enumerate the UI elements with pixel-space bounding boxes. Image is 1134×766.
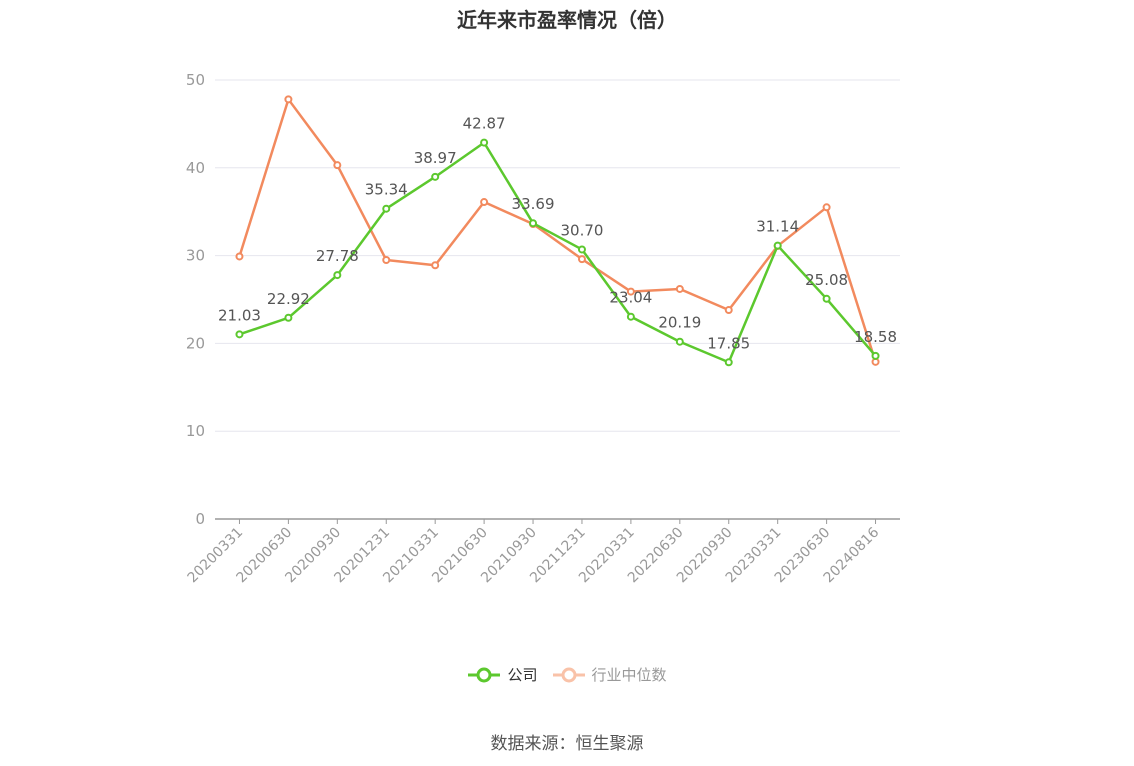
company-data-label: 42.87 — [463, 115, 506, 133]
company-data-label: 22.92 — [267, 290, 310, 308]
company-data-label: 27.78 — [316, 247, 359, 265]
industry-data-point — [333, 161, 342, 170]
company-data-point — [529, 219, 538, 228]
industry-series-line — [238, 98, 877, 363]
industry-data-point — [235, 252, 244, 261]
company-data-point — [724, 358, 733, 367]
company-data-point — [333, 271, 342, 280]
company-series-line — [239, 141, 877, 364]
industry-data-point — [284, 95, 293, 104]
company-data-label: 33.69 — [512, 195, 555, 213]
industry-data-point — [431, 261, 440, 270]
company-data-label: 35.34 — [365, 181, 408, 199]
legend-industry-marker-icon — [552, 667, 585, 682]
company-data-label: 25.08 — [805, 271, 848, 289]
industry-data-point — [724, 306, 733, 315]
line-chart: 0102030405020200331202006302020093020201… — [185, 71, 900, 586]
industry-data-point — [577, 255, 586, 264]
company-data-point — [284, 313, 293, 322]
company-data-point — [675, 337, 684, 346]
industry-data-point — [480, 198, 489, 207]
industry-data-point — [822, 203, 831, 212]
company-data-point — [773, 241, 782, 250]
source-note: 数据来源：恒生聚源 — [490, 734, 644, 754]
company-data-point — [382, 204, 391, 213]
data-label-layer: 21.03 22.92 27.78 35.34 38.97 42.87 33.69 30.70… — [218, 115, 897, 353]
industry-data-point — [382, 255, 391, 264]
axis-layer: 0102030405020200331202006302020093020201… — [185, 71, 900, 586]
legend-item-industry[interactable]: 行业中位数 — [552, 664, 667, 685]
company-data-label: 17.85 — [707, 334, 750, 352]
company-data-label: 21.03 — [218, 306, 261, 324]
company-data-label: 31.14 — [756, 218, 799, 236]
company-data-point — [822, 294, 831, 303]
industry-data-point — [626, 287, 635, 296]
company-data-label: 23.04 — [609, 289, 652, 307]
company-data-label: 30.70 — [560, 221, 603, 239]
legend-industry-label: 行业中位数 — [591, 666, 667, 684]
chart-title: 近年来市盈率情况（倍） — [457, 8, 677, 32]
company-data-label: 18.58 — [854, 328, 897, 346]
y-tick-label: 50 — [186, 71, 205, 89]
y-tick-label: 40 — [186, 159, 205, 177]
company-data-point — [626, 312, 635, 321]
series-layer — [235, 95, 880, 367]
legend-company-marker-icon — [468, 667, 501, 682]
company-data-point — [431, 172, 440, 181]
company-data-label: 20.19 — [658, 314, 701, 332]
industry-data-point — [675, 284, 684, 293]
y-tick-label: 20 — [186, 334, 205, 352]
y-tick-label: 30 — [186, 247, 205, 265]
company-data-point — [235, 330, 244, 339]
legend-item-company[interactable]: 公司 — [467, 664, 538, 685]
y-tick-label: 0 — [195, 510, 205, 528]
company-data-point — [871, 351, 880, 360]
company-data-label: 38.97 — [414, 149, 457, 167]
company-data-point — [577, 245, 586, 254]
legend: 公司 行业中位数 — [0, 664, 1134, 685]
company-data-point — [480, 138, 489, 147]
legend-company-label: 公司 — [507, 666, 538, 684]
y-tick-label: 10 — [186, 422, 205, 440]
